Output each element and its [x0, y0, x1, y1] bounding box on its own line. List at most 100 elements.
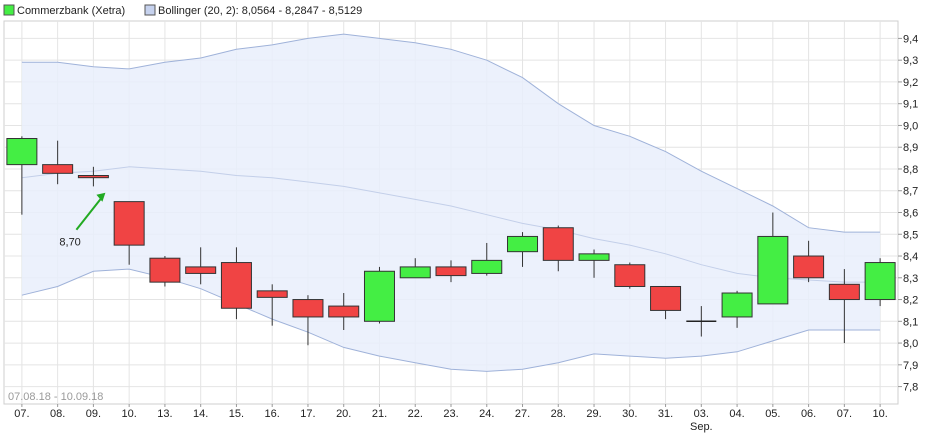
candle-body-down — [185, 266, 217, 274]
candle — [435, 260, 467, 283]
candle-body-up — [363, 270, 395, 322]
candle — [757, 212, 789, 305]
y-tick-label: 9,2 — [903, 77, 918, 89]
x-tick-label: 05. — [765, 408, 780, 420]
x-tick-label: 21. — [372, 408, 387, 420]
y-tick-label: 8,1 — [903, 316, 918, 328]
x-tick-label: 06. — [801, 408, 816, 420]
candle-body-up — [721, 292, 753, 318]
x-tick-label: 03. — [694, 408, 709, 420]
chart-legend: Commerzbank (Xetra) Bollinger (20, 2): 8… — [3, 4, 362, 17]
y-tick-label: 8,2 — [903, 295, 918, 307]
legend-swatch-bollinger — [144, 4, 156, 16]
candle — [6, 136, 38, 215]
y-tick-label: 7,9 — [903, 360, 918, 372]
x-tick-label: 31. — [658, 408, 673, 420]
annotation-arrow-head — [96, 192, 106, 202]
candle-body-down — [793, 255, 825, 279]
candle-body-down — [435, 266, 467, 277]
candle-body-down — [614, 264, 646, 287]
x-tick-label: 22. — [408, 408, 423, 420]
candle — [363, 266, 395, 324]
x-tick-label: 30. — [622, 408, 637, 420]
candle — [507, 232, 539, 267]
candle-body-down — [828, 283, 860, 301]
candle — [793, 240, 825, 283]
candle — [328, 293, 360, 331]
y-tick-label: 7,8 — [903, 382, 918, 394]
candle-body-down — [650, 285, 682, 311]
candle-body-up — [507, 235, 539, 253]
x-tick-label: 23. — [443, 408, 458, 420]
candle — [220, 247, 252, 320]
x-tick-label: 10. — [872, 408, 887, 420]
candle-body-up — [864, 262, 896, 301]
candle — [828, 269, 860, 344]
bollinger-upper-line — [21, 33, 881, 233]
y-tick-label: 8,8 — [903, 164, 918, 176]
candle — [650, 285, 682, 320]
candle-body-down — [292, 299, 324, 318]
x-tick-label: 16. — [265, 408, 280, 420]
candle — [471, 242, 503, 276]
annotation-arrow-line — [75, 196, 104, 231]
x-tick-label: 14. — [193, 408, 208, 420]
y-tick-label: 8,4 — [903, 251, 918, 263]
candle — [578, 249, 610, 278]
y-tick-label: 9,1 — [903, 99, 918, 111]
y-tick-label: 9,0 — [903, 120, 918, 132]
x-tick-label: 27. — [515, 408, 530, 420]
candle-body-down — [113, 201, 145, 246]
x-axis: 07. 08. 09. 10. 13. 14. 15. 16. 17. 20. 21. 22. 23. 2… — [14, 404, 888, 433]
x-tick-label: 13. — [157, 408, 172, 420]
x-tick-label: 04. — [729, 408, 744, 420]
y-tick-label: 8,9 — [903, 142, 918, 154]
candle — [399, 258, 431, 279]
y-tick-label: 8,6 — [903, 208, 918, 220]
candle-body-up — [399, 266, 431, 279]
x-tick-label: 29. — [586, 408, 601, 420]
candle-body-down — [542, 227, 574, 261]
candle — [864, 258, 896, 307]
candle-body-up — [6, 138, 38, 166]
legend-swatch-price — [3, 4, 15, 16]
y-tick-label: 9,4 — [903, 33, 918, 45]
x-tick-label: 08. — [50, 408, 65, 420]
price-annotation: 8,70 — [59, 192, 106, 249]
annotation-label: 8,70 — [59, 237, 80, 249]
y-tick-label: 8,3 — [903, 273, 918, 285]
candle — [256, 284, 288, 326]
candle-body-up — [578, 253, 610, 261]
candle — [77, 166, 109, 187]
x-tick-label: 17. — [300, 408, 315, 420]
x-tick-label: 09. — [86, 408, 101, 420]
candle-body-down — [220, 262, 252, 309]
x-tick-label: 20. — [336, 408, 351, 420]
candle — [185, 247, 217, 285]
y-tick-label: 8,0 — [903, 338, 918, 350]
candle — [42, 140, 74, 185]
x-tick-label: 24. — [479, 408, 494, 420]
candle-body-down — [256, 290, 288, 298]
y-tick-label: 8,5 — [903, 229, 918, 241]
candle — [721, 290, 753, 328]
x-tick-label: 07. — [14, 408, 29, 420]
candle — [292, 295, 324, 346]
candle — [542, 225, 574, 272]
candle-body-down — [149, 257, 181, 283]
candle — [614, 262, 646, 289]
candle-body-down — [328, 305, 360, 318]
candle — [149, 256, 181, 287]
candle-body-down — [77, 175, 109, 179]
x-month-label: Sep. — [690, 421, 713, 433]
candle-body-up — [471, 259, 503, 274]
x-tick-label: 10. — [122, 408, 137, 420]
y-tick-label: 8,7 — [903, 186, 918, 198]
bollinger-middle-line — [21, 166, 881, 283]
legend-label-bollinger: Bollinger (20, 2): 8,0564 - 8,2847 - 8,5… — [158, 5, 362, 17]
y-tick-label: 9,3 — [903, 55, 918, 67]
legend-label-price: Commerzbank (Xetra) — [17, 5, 125, 17]
candles — [6, 136, 896, 346]
x-tick-label: 15. — [229, 408, 244, 420]
